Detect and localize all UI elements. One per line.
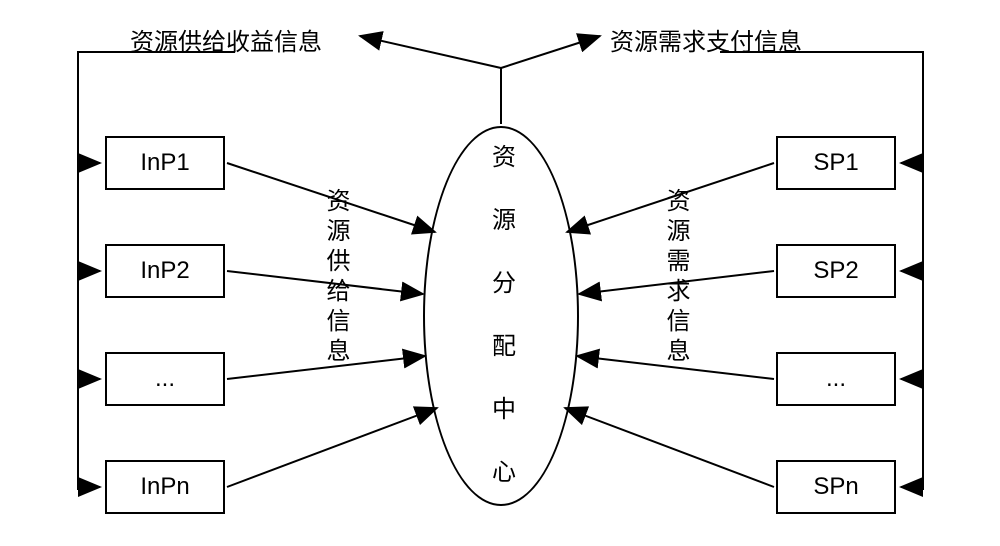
node-label: SPn [813,473,858,501]
node-label: SP1 [813,149,858,177]
top-left-label: 资源供给收益信息 [130,22,322,57]
left-node: InPn [105,460,225,514]
node-label: InP2 [140,257,189,285]
node-label: SP2 [813,257,858,285]
node-label: ... [826,365,846,393]
left-node: InP2 [105,244,225,298]
demand-label: 资源需求信息 [658,188,693,368]
top-right-label: 资源需求支付信息 [610,22,802,57]
right-node: ... [776,352,896,406]
center-label: 资 源 分 配 中 心 [484,144,519,489]
node-label: InP1 [140,149,189,177]
right-node: SP1 [776,136,896,190]
node-label: ... [155,365,175,393]
center-ellipse: 资 源 分 配 中 心 [423,126,579,506]
left-node: InP1 [105,136,225,190]
node-label: InPn [140,473,189,501]
right-node: SP2 [776,244,896,298]
left-node: ... [105,352,225,406]
right-node: SPn [776,460,896,514]
supply-label: 资源供给信息 [318,188,353,368]
